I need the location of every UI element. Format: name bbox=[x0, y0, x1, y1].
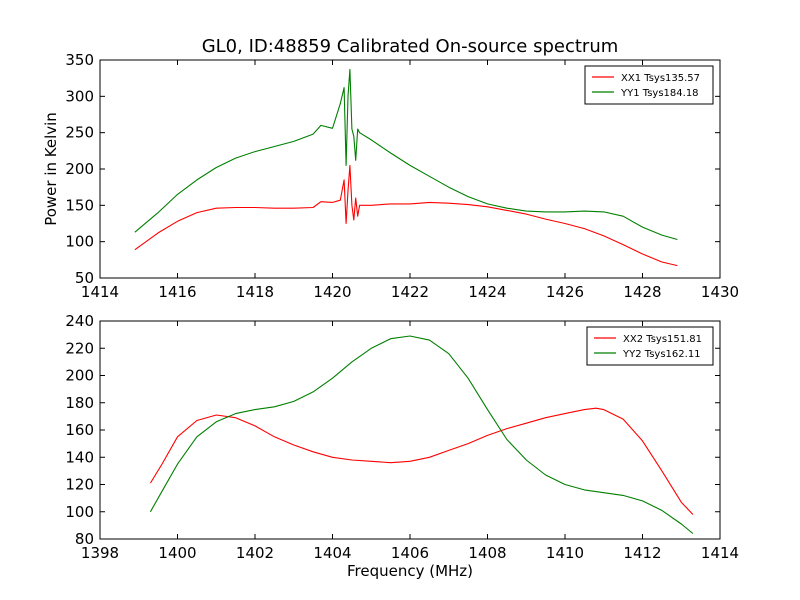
y-tick-label: 200 bbox=[65, 367, 94, 385]
y-tick-label: 50 bbox=[75, 269, 94, 287]
y-axis-title: Power in Kelvin bbox=[42, 112, 60, 226]
legend-box bbox=[586, 326, 714, 366]
series-line-xx bbox=[149, 407, 694, 515]
figure-title: GL0, ID:48859 Calibrated On-source spect… bbox=[202, 36, 619, 57]
y-tick-label: 160 bbox=[65, 421, 94, 439]
x-tick-label: 1420 bbox=[313, 283, 351, 301]
x-tick-label: 1408 bbox=[468, 544, 506, 562]
x-tick-label: 1418 bbox=[236, 283, 274, 301]
y-tick-label: 80 bbox=[75, 530, 94, 548]
x-tick-label: 1400 bbox=[158, 544, 196, 562]
legend-box bbox=[584, 65, 714, 105]
legend-label: XX1 Tsys135.57 bbox=[621, 73, 700, 84]
x-tick-label: 1402 bbox=[236, 544, 274, 562]
legend-label: XX2 Tsys151.81 bbox=[623, 334, 702, 345]
x-tick-label: 1426 bbox=[546, 283, 584, 301]
x-tick-label: 1412 bbox=[623, 544, 661, 562]
x-tick-label: 1414 bbox=[81, 283, 119, 301]
y-tick-label: 150 bbox=[65, 196, 94, 214]
x-axis-title: Frequency (MHz) bbox=[347, 562, 473, 580]
legend-label: YY2 Tsys162.11 bbox=[622, 349, 701, 360]
series-line-yy bbox=[149, 335, 694, 534]
x-tick-label: 1414 bbox=[701, 544, 739, 562]
y-tick-label: 100 bbox=[65, 503, 94, 521]
x-tick-label: 1404 bbox=[313, 544, 351, 562]
y-tick-label: 100 bbox=[65, 233, 94, 251]
bottom-panel: 1398 1400 1402 1404 1406 1408 1410 1412 1414 80 10… bbox=[65, 312, 739, 580]
y-tick-label: 180 bbox=[65, 394, 94, 412]
y-tick-label: 140 bbox=[65, 448, 94, 466]
series-line-yy bbox=[134, 68, 678, 241]
legend-label: YY1 Tsys184.18 bbox=[620, 88, 699, 99]
x-tick-label: 1416 bbox=[158, 283, 196, 301]
y-tick-label: 200 bbox=[65, 160, 94, 178]
legend: XX1 Tsys135.57 YY1 Tsys184.18 bbox=[584, 65, 714, 105]
x-tick-label: 1424 bbox=[468, 283, 506, 301]
x-tick-label: 1398 bbox=[81, 544, 119, 562]
y-tick-label: 240 bbox=[65, 312, 94, 330]
x-tick-label: 1430 bbox=[701, 283, 739, 301]
y-tick-label: 300 bbox=[65, 87, 94, 105]
y-tick-label: 350 bbox=[65, 51, 94, 69]
y-tick-label: 250 bbox=[65, 124, 94, 142]
legend: XX2 Tsys151.81 YY2 Tsys162.11 bbox=[586, 326, 714, 366]
x-tick-label: 1410 bbox=[546, 544, 584, 562]
top-panel: 1414 1416 1418 1420 1422 1424 1426 1428 1430 50 10… bbox=[42, 51, 739, 301]
x-tick-label: 1422 bbox=[391, 283, 429, 301]
x-tick-label: 1428 bbox=[623, 283, 661, 301]
series-line-xx bbox=[134, 164, 678, 267]
y-tick-label: 220 bbox=[65, 339, 94, 357]
y-tick-label: 120 bbox=[65, 476, 94, 494]
x-tick-label: 1406 bbox=[391, 544, 429, 562]
